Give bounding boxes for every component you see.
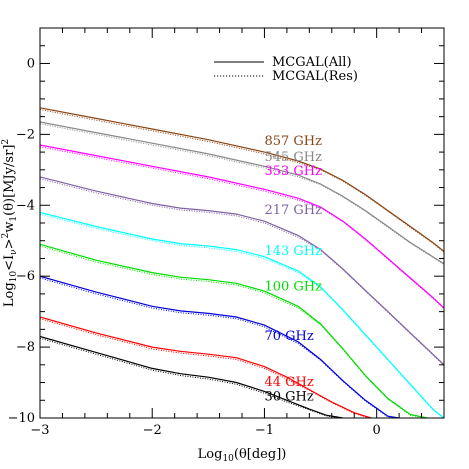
x-tick-label: 0	[373, 423, 381, 438]
series-line-100-ghz-all	[40, 243, 428, 418]
series-label-545-ghz: 545 GHz	[264, 150, 322, 165]
legend-label-res: MCGAL(Res)	[272, 69, 358, 84]
legend-label-all: MCGAL(All)	[272, 55, 352, 70]
ticks-layer: −3 −2 −1 0−10−8−6−4−20	[8, 27, 445, 438]
series-label-353-ghz: 353 GHz	[264, 164, 322, 179]
series-line-30-ghz-all	[40, 335, 344, 418]
y-tick-label: −2	[16, 127, 35, 142]
series-line-44-ghz-all	[40, 316, 372, 418]
y-tick-label: −8	[16, 340, 35, 355]
y-tick-label: −10	[8, 411, 35, 426]
y-tick-label: −4	[16, 198, 35, 213]
y-tick-label: 0	[27, 56, 35, 71]
series-line-143-ghz-res	[40, 213, 444, 418]
series-label-143-ghz: 143 GHz	[264, 244, 322, 259]
series-line-857-ghz-all	[40, 107, 444, 252]
series-line-857-ghz-res	[40, 109, 444, 253]
series-line-143-ghz-all	[40, 211, 444, 418]
series-label-100-ghz: 100 GHz	[264, 279, 322, 294]
x-tick-label: −3	[30, 423, 49, 438]
series-label-30-ghz: 30 GHz	[264, 389, 313, 404]
x-tick-label: −2	[143, 423, 162, 438]
series-line-353-ghz-all	[40, 144, 444, 309]
series-line-30-ghz-res	[40, 337, 342, 418]
series-line-44-ghz-res	[40, 318, 371, 418]
series-line-70-ghz-all	[40, 275, 400, 418]
series-label-857-ghz: 857 GHz	[264, 134, 322, 149]
series-line-70-ghz-res	[40, 277, 398, 418]
series-line-217-ghz-res	[40, 178, 444, 366]
series-layer	[40, 107, 444, 418]
series-label-217-ghz: 217 GHz	[264, 203, 322, 218]
series-label-44-ghz: 44 GHz	[264, 375, 313, 390]
x-axis-title: Log10(θ[deg])	[198, 447, 287, 464]
y-tick-label: −6	[16, 269, 35, 284]
x-tick-label: −1	[255, 423, 274, 438]
legend: MCGAL(All) MCGAL(Res)	[214, 55, 358, 84]
series-line-100-ghz-res	[40, 245, 427, 418]
series-line-217-ghz-all	[40, 176, 444, 366]
series-line-545-ghz-all	[40, 121, 444, 265]
series-label-70-ghz: 70 GHz	[264, 329, 313, 344]
y-axis-title: Log10<Iν>2w1(θ)[MJy/sr]2	[1, 139, 19, 307]
